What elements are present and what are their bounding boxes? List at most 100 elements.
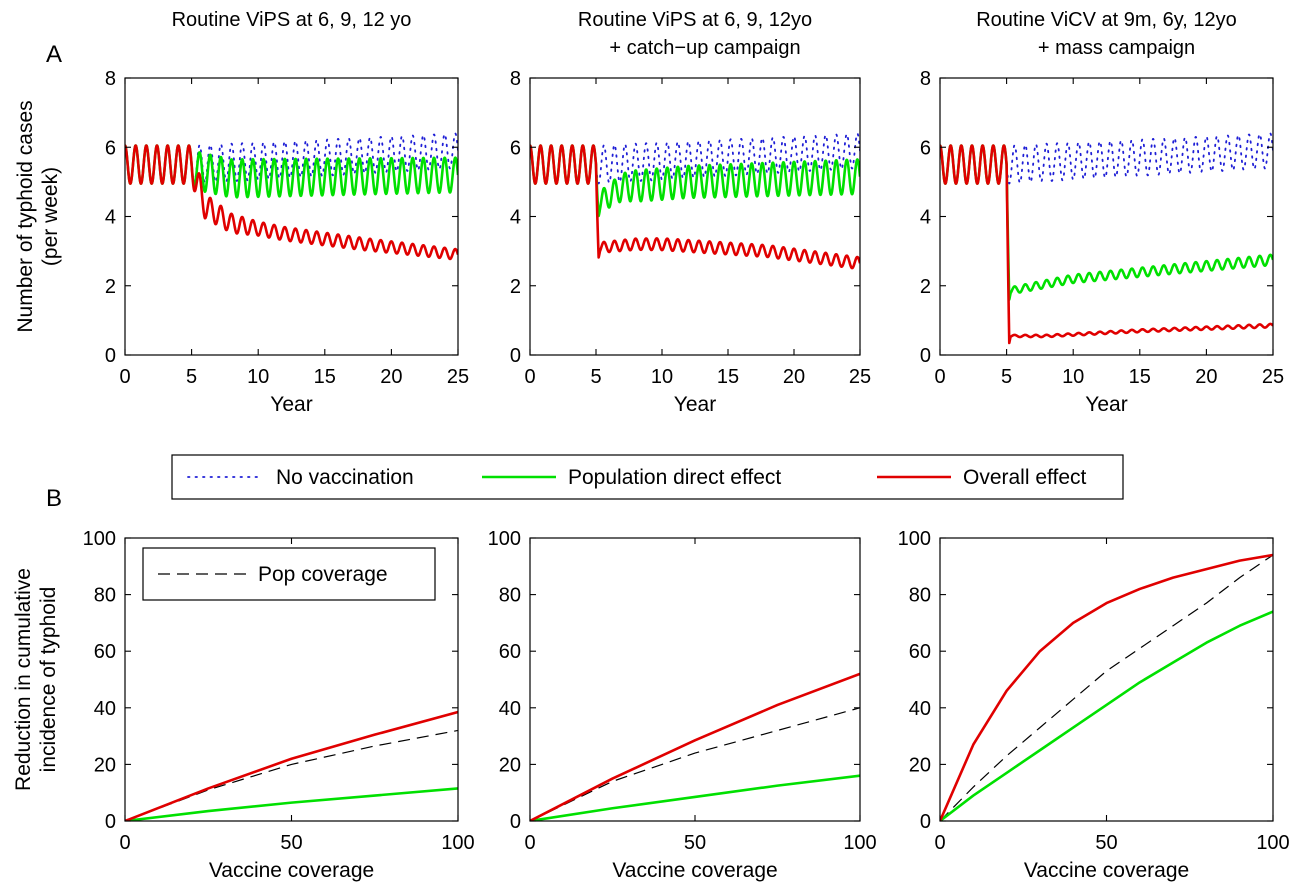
x-tick-label: 0: [119, 832, 130, 854]
y-tick-label: 0: [510, 345, 521, 367]
axes-frame: [529, 537, 861, 822]
y-tick-label: 0: [920, 811, 931, 833]
y-tick-label: 8: [105, 68, 116, 90]
y-tick-label: 0: [105, 811, 116, 833]
series-group: [125, 710, 458, 821]
series-group: [530, 132, 860, 270]
series-line-population-direct-effect: [940, 610, 1273, 821]
x-tick-label: 15: [1129, 366, 1151, 388]
x-tick-label: 20: [380, 366, 402, 388]
series-line-population-direct-effect: [530, 774, 860, 821]
series-group: [940, 132, 1273, 345]
x-axis-label: Vaccine coverage: [1024, 859, 1189, 882]
shared-legend: No vaccination Population direct effect …: [171, 454, 1124, 500]
series-line-overall-effect: [125, 710, 458, 821]
x-tick-label: 50: [1095, 832, 1117, 854]
series-group: [125, 132, 458, 261]
y-tick-label: 2: [510, 276, 521, 298]
y-tick-label: 20: [94, 754, 116, 776]
chart-panel-5: 0 50 100 0 20 40 60 80 100 Vaccine coverage: [488, 528, 877, 882]
y-tick-label: 60: [94, 641, 116, 663]
y-tick-label: 100: [488, 528, 521, 550]
y-tick-label: 0: [510, 811, 521, 833]
y-tick-label: 0: [920, 345, 931, 367]
series-group: [940, 553, 1273, 821]
chart-panel-3: 0 5 10 15 20 25 0 2 4 6 8 Year Routine ViCV at 9m, 6…: [920, 9, 1284, 416]
y-tick-label: 60: [909, 641, 931, 663]
y-axis-label: incidence of typhoid: [37, 587, 60, 773]
y-tick-label: 2: [105, 276, 116, 298]
x-axis-label: Vaccine coverage: [209, 859, 374, 882]
y-tick-label: 20: [499, 754, 521, 776]
y-tick-label: 4: [920, 207, 931, 229]
x-tick-label: 20: [783, 366, 805, 388]
y-tick-label: 20: [909, 754, 931, 776]
series-line-overall-effect: [940, 144, 1273, 345]
axes-frame: [124, 77, 459, 356]
x-tick-label: 25: [447, 366, 469, 388]
panel-label-b: B: [46, 485, 62, 512]
x-tick-label: 100: [1256, 832, 1289, 854]
series-line-pop-coverage: [530, 707, 860, 821]
x-tick-label: 0: [524, 832, 535, 854]
chart-title: Routine ViPS at 6, 9, 12 yo: [172, 9, 412, 31]
y-tick-label: 80: [909, 585, 931, 607]
x-axis-label: Year: [270, 393, 312, 416]
x-tick-label: 0: [934, 366, 945, 388]
legend-label-overall-effect: Overall effect: [963, 466, 1086, 489]
y-tick-label: 4: [105, 207, 116, 229]
chart-subtitle: + catch−up campaign: [609, 37, 800, 59]
y-tick-label: 80: [94, 585, 116, 607]
x-tick-label: 50: [280, 832, 302, 854]
panel-label-a: A: [46, 41, 62, 68]
x-tick-label: 5: [590, 366, 601, 388]
y-tick-label: 8: [920, 68, 931, 90]
series-line-population-direct-effect: [125, 787, 458, 821]
x-tick-label: 0: [524, 366, 535, 388]
y-axis-label: (per week): [39, 167, 62, 266]
x-tick-label: 15: [314, 366, 336, 388]
x-tick-label: 25: [1262, 366, 1284, 388]
inset-legend-box: [142, 547, 436, 601]
x-tick-label: 10: [247, 366, 269, 388]
x-axis-label: Vaccine coverage: [612, 859, 777, 882]
y-tick-label: 4: [510, 207, 521, 229]
x-tick-label: 25: [849, 366, 871, 388]
axes-frame: [939, 77, 1274, 356]
series-line-no-vaccination: [125, 132, 458, 185]
x-axis-label: Year: [674, 393, 716, 416]
series-line-pop-coverage: [125, 729, 458, 821]
axes-frame: [529, 77, 861, 356]
series-line-overall-effect: [940, 553, 1273, 821]
series-line-no-vaccination: [940, 132, 1273, 185]
y-axis-label: Number of typhoid cases: [14, 100, 37, 332]
legend-label-direct-effect: Population direct effect: [568, 466, 781, 489]
x-tick-label: 20: [1195, 366, 1217, 388]
chart-title: Routine ViPS at 6, 9, 12yo: [578, 9, 812, 31]
series-line-overall-effect: [530, 144, 860, 270]
axes-frame: [939, 537, 1274, 822]
x-tick-label: 100: [843, 832, 876, 854]
y-tick-label: 8: [510, 68, 521, 90]
y-tick-label: 6: [920, 137, 931, 159]
inset-legend-label: Pop coverage: [258, 563, 388, 586]
series-group: [530, 672, 860, 821]
y-tick-label: 100: [83, 528, 116, 550]
y-tick-label: 6: [510, 137, 521, 159]
y-tick-label: 40: [909, 698, 931, 720]
x-tick-label: 100: [441, 832, 474, 854]
shared-legend-box: [171, 454, 1124, 500]
series-line-overall-effect: [125, 144, 458, 261]
x-tick-label: 50: [684, 832, 706, 854]
series-line-pop-coverage: [940, 554, 1273, 821]
y-tick-label: 0: [105, 345, 116, 367]
y-tick-label: 6: [105, 137, 116, 159]
chart-title: Routine ViCV at 9m, 6y, 12yo: [976, 9, 1237, 31]
x-tick-label: 10: [651, 366, 673, 388]
chart-panel-2: 0 5 10 15 20 25 0 2 4 6 8 Year Routine ViPS at 6, 9,…: [510, 9, 871, 416]
series-line-overall-effect: [530, 672, 860, 821]
x-tick-label: 5: [1001, 366, 1012, 388]
chart-panel-1: 0 5 10 15 20 25 0 2 4 6 8 Year Number of typhoid cas…: [14, 9, 469, 416]
x-axis-label: Year: [1085, 393, 1127, 416]
